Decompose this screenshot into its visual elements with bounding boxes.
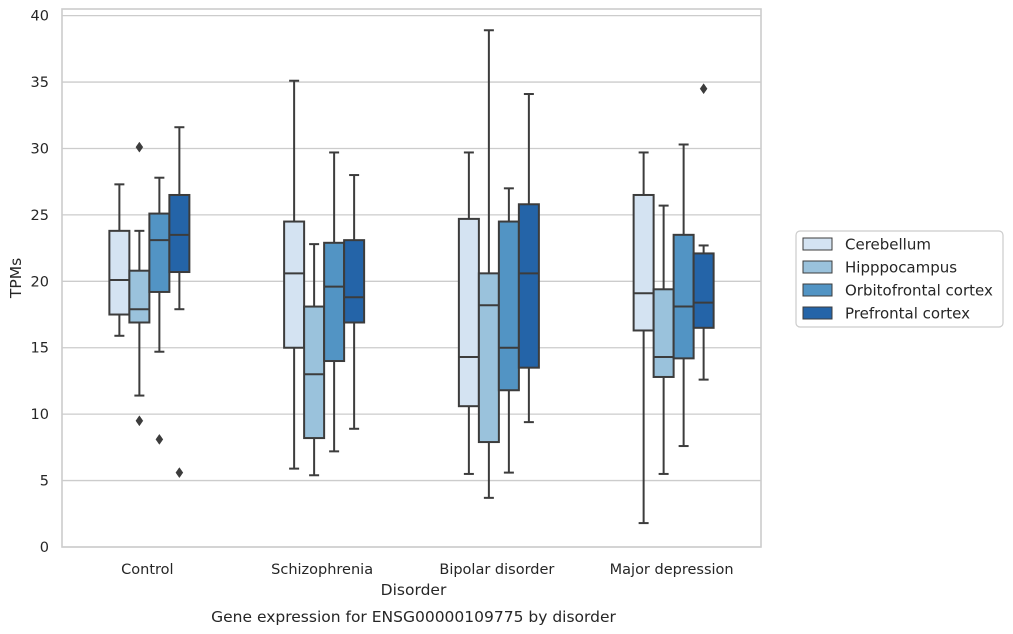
box-iqr <box>477 272 500 444</box>
box-cerebellum <box>632 151 655 525</box>
box-iqr <box>303 305 326 440</box>
box-iqr <box>128 269 151 324</box>
box-prefrontal-cortex <box>517 93 540 424</box>
x-tick-labels: Control Schizophrenia Bipolar disorder Majo… <box>121 562 733 578</box>
box-iqr <box>497 220 520 392</box>
outlier-point <box>175 467 184 479</box>
chart-title: Gene expression for ENSG00000109775 by d… <box>211 608 616 626</box>
box-orbitofrontal-cortex <box>497 187 520 474</box>
legend-swatch <box>802 260 833 274</box>
y-tick-label: 30 <box>31 141 49 157</box>
y-axis-label: TPMs <box>7 258 25 299</box>
legend-swatch <box>802 283 833 297</box>
x-tick-label: Schizophrenia <box>271 562 373 578</box>
box-cerebellum <box>108 183 131 337</box>
y-tick-label: 15 <box>31 341 49 357</box>
y-tick-label: 5 <box>40 474 49 490</box>
box-iqr <box>692 252 715 329</box>
box-hipppocampus <box>652 204 675 475</box>
box-iqr <box>323 241 346 363</box>
box-cerebellum <box>283 79 306 470</box>
outlier-point <box>699 83 708 95</box>
legend-label: Cerebellum <box>845 236 931 254</box>
box-iqr <box>108 229 131 316</box>
legend-label: Hipppocampus <box>845 259 957 277</box>
box-cerebellum <box>457 151 480 475</box>
box-series <box>108 29 715 525</box>
outlier-point <box>135 415 144 427</box>
box-iqr <box>283 220 306 349</box>
y-tick-label: 25 <box>31 208 49 224</box>
outlier-point <box>135 141 144 153</box>
legend-label: Prefrontal cortex <box>845 305 970 323</box>
box-prefrontal-cortex <box>692 83 715 381</box>
box-prefrontal-cortex <box>168 126 191 479</box>
box-orbitofrontal-cortex <box>148 176 171 445</box>
outlier-point <box>155 433 164 445</box>
box-prefrontal-cortex <box>343 174 366 430</box>
box-iqr <box>457 217 480 408</box>
legend-swatch <box>802 237 833 251</box>
y-tick-label: 35 <box>31 75 49 91</box>
legend-swatch <box>802 306 833 320</box>
box-hipppocampus <box>303 243 326 477</box>
box-hipppocampus <box>128 141 151 427</box>
box-orbitofrontal-cortex <box>672 143 695 448</box>
box-iqr <box>672 233 695 360</box>
box-iqr <box>343 239 366 324</box>
x-axis-label: Disorder <box>381 581 447 599</box>
y-tick-labels: 0 5 10 15 20 25 30 35 40 <box>31 9 49 556</box>
legend-label: Orbitofrontal cortex <box>845 282 993 300</box>
box-iqr <box>632 193 655 332</box>
box-iqr <box>652 288 675 378</box>
y-tick-label: 40 <box>31 9 49 25</box>
legend: Cerebellum Hipppocampus Orbitofrontal cort… <box>795 230 1004 328</box>
box-orbitofrontal-cortex <box>323 151 346 453</box>
x-tick-label: Major depression <box>610 562 734 578</box>
box-iqr <box>168 193 191 274</box>
box-iqr <box>148 212 171 293</box>
y-tick-label: 10 <box>31 407 49 423</box>
plot-frame <box>61 8 762 548</box>
x-tick-label: Control <box>121 562 173 578</box>
box-iqr <box>517 203 540 369</box>
x-tick-label: Bipolar disorder <box>439 562 554 578</box>
box-hipppocampus <box>477 29 500 499</box>
legend-frame <box>795 230 1004 328</box>
y-tick-label: 20 <box>31 274 49 290</box>
y-tick-label: 0 <box>40 540 49 556</box>
